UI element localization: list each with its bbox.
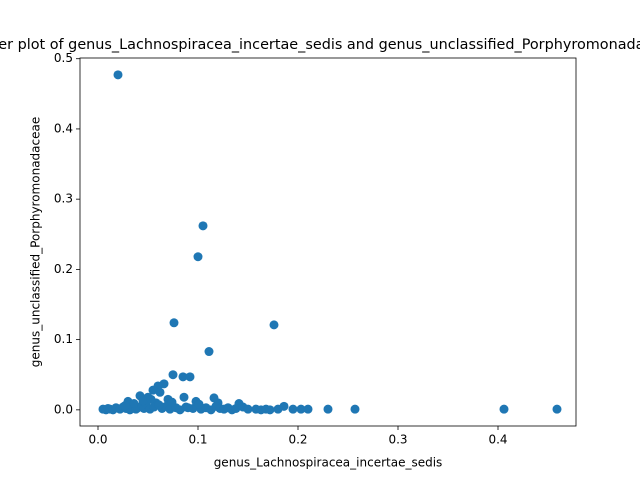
x-tick-label: 0.2 xyxy=(288,433,307,447)
scatter-point xyxy=(296,404,306,414)
scatter-point xyxy=(303,404,313,414)
scatter-point xyxy=(129,399,139,409)
scatter-point xyxy=(193,252,203,262)
y-tick-label: 0.0 xyxy=(54,402,73,416)
x-axis-label: genus_Lachnospiracea_incertae_sedis xyxy=(214,456,443,470)
scatter-point xyxy=(552,404,562,414)
scatter-point xyxy=(178,372,188,382)
scatter-point xyxy=(198,221,208,231)
x-tick-label: 0.3 xyxy=(388,433,407,447)
scatter-point xyxy=(146,394,156,404)
scatter-point xyxy=(194,399,204,409)
scatter-point xyxy=(179,392,189,402)
scatter-point xyxy=(169,318,179,328)
y-tick-label: 0.4 xyxy=(54,121,73,135)
y-tick-label: 0.1 xyxy=(54,332,73,346)
scatter-point xyxy=(168,370,178,380)
x-tick-label: 0.4 xyxy=(488,433,507,447)
scatter-point xyxy=(273,404,283,414)
scatter-point xyxy=(138,396,148,406)
scatter-point xyxy=(350,404,360,414)
scatter-point xyxy=(148,385,158,395)
scatter-point xyxy=(288,404,298,414)
scatter-point xyxy=(243,404,253,414)
scatter-point xyxy=(154,400,164,410)
y-tick-label: 0.5 xyxy=(54,51,73,65)
scatter-point xyxy=(204,347,214,357)
scatter-point xyxy=(120,401,130,411)
x-tick-label: 0.0 xyxy=(88,433,107,447)
scatter-point xyxy=(323,404,333,414)
chart-title: Scatter plot of genus_Lachnospiracea_inc… xyxy=(0,37,640,53)
y-tick-label: 0.2 xyxy=(54,262,73,276)
scatter-point xyxy=(269,320,279,330)
scatter-point xyxy=(183,403,193,413)
y-axis-label: genus_unclassified_Porphyromonadaceae xyxy=(29,117,43,367)
y-tick-label: 0.3 xyxy=(54,192,73,206)
scatter-point xyxy=(499,404,509,414)
scatter-point xyxy=(185,372,195,382)
scatter-point xyxy=(113,70,123,80)
scatter-point xyxy=(155,387,165,397)
plot-frame xyxy=(79,57,577,427)
x-tick-label: 0.1 xyxy=(188,433,207,447)
scatter-point xyxy=(167,397,177,407)
scatter-point xyxy=(231,403,241,413)
scatter-point xyxy=(265,405,275,415)
